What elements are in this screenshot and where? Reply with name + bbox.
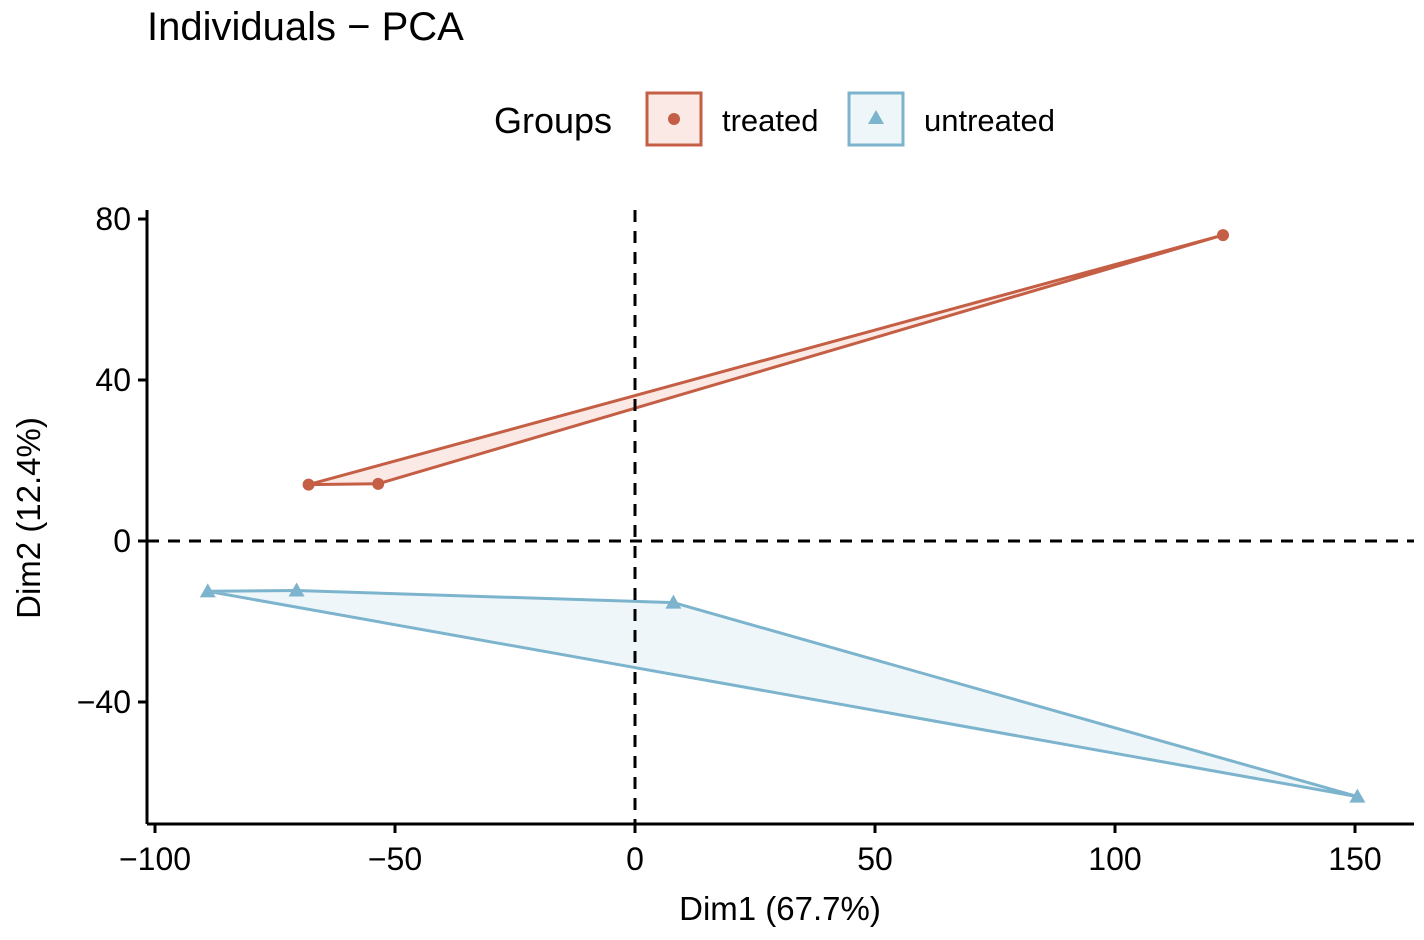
x-tick-label: 100	[1088, 841, 1141, 877]
legend: Groups treated untreated	[494, 91, 1055, 147]
x-tick-label: −100	[119, 841, 191, 877]
point-treated-1	[302, 478, 315, 491]
point-untreated-1	[199, 583, 216, 598]
legend-label-treated: treated	[722, 103, 819, 138]
plot-area: −100 −50 0 50 100 150 −40 0 40 80	[77, 201, 1414, 877]
y-axis-label: Dim2 (12.4%)	[10, 417, 47, 619]
y-tick-label: 0	[113, 523, 131, 559]
legend-marker-untreated	[868, 110, 884, 124]
point-untreated-4	[1349, 788, 1366, 803]
hull-treated	[307, 233, 1225, 487]
legend-marker-treated	[668, 113, 680, 125]
point-untreated-3	[665, 594, 682, 609]
y-tick-label: −40	[77, 684, 131, 720]
point-untreated-2	[288, 582, 305, 597]
legend-key-treated	[645, 91, 703, 147]
y-tick-label: 40	[95, 362, 131, 398]
legend-title: Groups	[494, 100, 612, 141]
y-tick-label: 80	[95, 201, 131, 237]
legend-label-untreated: untreated	[924, 103, 1055, 138]
chart-title: Individuals − PCA	[147, 5, 464, 49]
x-tick-label: −50	[368, 841, 422, 877]
x-tick-label: 0	[626, 841, 644, 877]
point-treated-3	[1217, 229, 1229, 242]
x-tick-label: 50	[857, 841, 893, 877]
x-tick-label: 150	[1328, 841, 1381, 877]
hull-untreated	[206, 589, 1359, 799]
point-treated-2	[372, 477, 385, 490]
x-axis-label: Dim1 (67.7%)	[679, 890, 881, 927]
